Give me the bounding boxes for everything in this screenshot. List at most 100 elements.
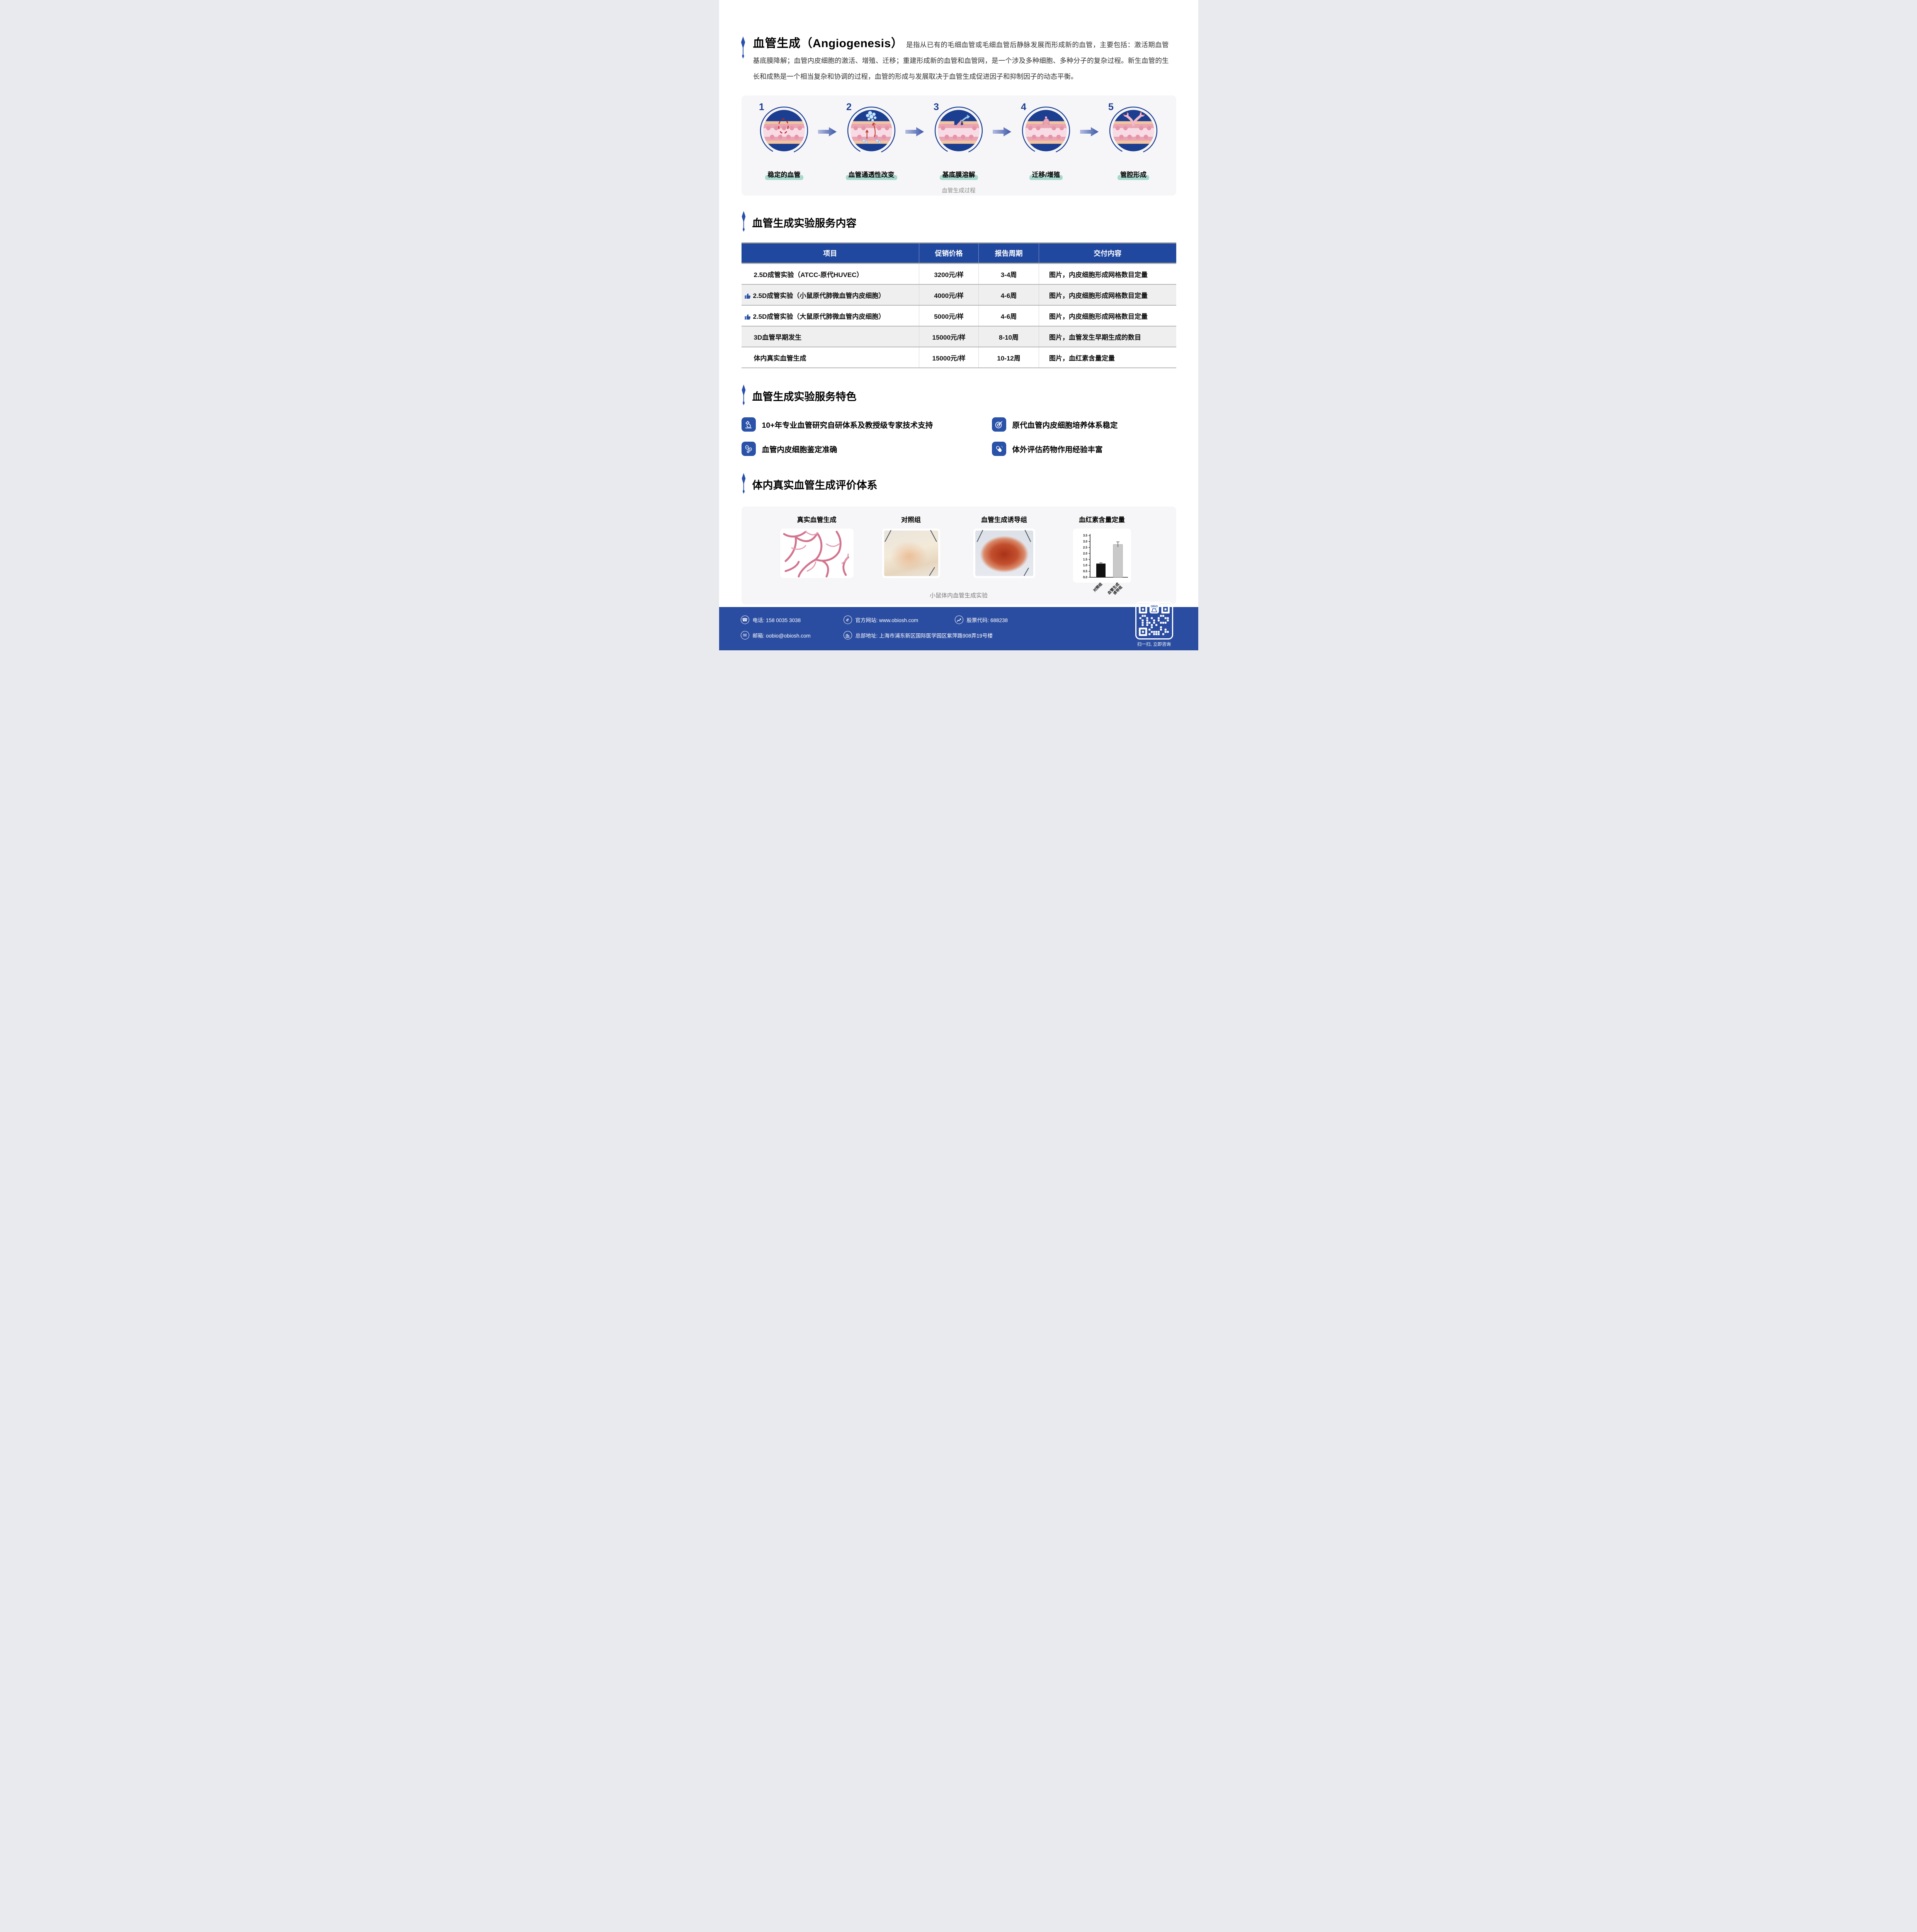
email-icon: ✉ — [740, 631, 749, 639]
step-number: 1 — [759, 102, 764, 112]
footer-website[interactable]: e 官方网站: www.obiosh.com — [843, 616, 919, 624]
table-row: 体内真实血管生成 15000元/样 10-12周 图片，血红素含量定量 — [741, 347, 1176, 368]
migration-proliferation-illustration — [1022, 106, 1070, 155]
cell-price: 15000元/样 — [919, 347, 979, 368]
svg-text:0.5: 0.5 — [1083, 570, 1087, 573]
step-label: 管腔形成 — [1118, 169, 1149, 180]
footer-email[interactable]: ✉ 邮箱: oobio@obiosh.com — [740, 631, 811, 639]
step-label: 基底膜溶解 — [939, 169, 978, 180]
process-caption: 血管生成过程 — [942, 188, 976, 194]
cell-project: 2.5D成管实验（大鼠原代肺微血管内皮细胞） — [741, 305, 919, 327]
address-label: 总部地址: 上海市浦东新区国际医学园区紫萍路908弄19号楼 — [855, 633, 993, 639]
table-row: 2.5D成管实验（小鼠原代肺微血管内皮细胞） 4000元/样 4-6周 图片，内… — [741, 284, 1176, 306]
svg-text:2.5: 2.5 — [1083, 546, 1087, 549]
svg-text:1.5: 1.5 — [1083, 558, 1087, 561]
svg-text:1.0: 1.0 — [1083, 564, 1087, 567]
induced-group-photo — [973, 529, 1035, 578]
process-steps-row: 1 稳定的血管 2 — [742, 102, 1176, 180]
right-arrow-icon — [1080, 127, 1099, 136]
cell-period: 8-10周 — [978, 326, 1039, 347]
figure-caption: 血红素含量定量 — [1079, 516, 1125, 524]
figure-hemoglobin-chart: 血红素含量定量 0.0 0.5 1.0 1.5 2.0 2.5 3.0 3.5 对照组 血管生成诱… — [1073, 514, 1131, 606]
step-label: 血管通透性改变 — [845, 169, 897, 180]
features-section-title: 血管生成实验服务特色 — [752, 391, 857, 403]
feature-item: 血管内皮细胞鉴定准确 — [741, 442, 992, 456]
process-step-1: 1 稳定的血管 — [759, 102, 809, 180]
svg-text:3.5: 3.5 — [1083, 534, 1087, 537]
col-header-deliverable: 交付内容 — [1039, 243, 1176, 264]
process-arrow — [1071, 126, 1108, 137]
table-row: 3D血管早期发生 15000元/样 8-10周 图片，血管发生早期生成的数目 — [741, 326, 1176, 347]
evaluation-panel: 真实血管生成 对照组 — [741, 507, 1176, 606]
feature-item: 10+年专业血管研究自研体系及教授级专家技术支持 — [741, 417, 992, 432]
step-number: 4 — [1021, 102, 1026, 112]
figure-induced-group: 血管生成诱导组 — [973, 514, 1035, 578]
feature-text: 体外评估药物作用经验丰富 — [1012, 446, 1103, 454]
browser-icon: e — [843, 616, 852, 624]
section-pin-icon — [741, 473, 747, 496]
cell-deliverable: 图片，血管发生早期生成的数目 — [1039, 326, 1176, 347]
evaluation-caption: 小鼠体内血管生成实验 — [929, 592, 988, 599]
services-table: 项目 促销价格 报告周期 交付内容 2.5D成管实验（ATCC-原代HUVEC）… — [741, 242, 1176, 368]
footer-address: 总部地址: 上海市浦东新区国际医学园区紫萍路908弄19号楼 — [843, 631, 993, 639]
cell-project: 体内真实血管生成 — [741, 347, 919, 368]
process-step-4: 4 迁移/增殖 — [1021, 102, 1071, 180]
intro-paragraph: 血管生成（Angiogenesis） 是指从已有的毛细血管或毛细血管后静脉发展而形… — [753, 36, 1169, 85]
cell-project: 2.5D成管实验（ATCC-原代HUVEC） — [741, 263, 919, 285]
stock-label: 股票代码: 688238 — [966, 617, 1008, 623]
phone-label: 电话: 158 0035 3038 — [752, 617, 801, 623]
cell-project: 3D血管早期发生 — [741, 326, 919, 347]
microscope-icon — [741, 417, 756, 432]
process-step-2: 2 血管通透性改变 — [845, 102, 897, 180]
svg-text:2.0: 2.0 — [1083, 552, 1087, 555]
footer-phone[interactable]: ☎ 电话: 158 0035 3038 — [740, 616, 801, 624]
cell-deliverable: 图片，内皮细胞形成网格数目定量 — [1039, 263, 1176, 285]
permeability-illustration — [847, 106, 896, 155]
features-grid: 10+年专业血管研究自研体系及教授级专家技术支持 血管内皮细胞鉴定准确 原代血管… — [741, 417, 1198, 456]
page-title: 血管生成（Angiogenesis） — [753, 37, 903, 50]
footer-stock-code: 股票代码: 688238 — [954, 616, 1008, 624]
cell-period: 10-12周 — [978, 347, 1039, 368]
svg-text:3.0: 3.0 — [1083, 540, 1087, 543]
features-section-head: 血管生成实验服务特色 — [741, 384, 1198, 407]
figure-caption: 对照组 — [901, 516, 921, 524]
col-header-period: 报告周期 — [978, 243, 1039, 264]
qr-code[interactable]: OBiO — [1135, 602, 1173, 639]
right-arrow-icon — [818, 127, 837, 136]
capsule-icon — [992, 442, 1006, 456]
process-step-3: 3 基底膜溶解 — [934, 102, 984, 180]
table-row: 2.5D成管实验（ATCC-原代HUVEC） 3200元/样 3-4周 图片，内… — [741, 263, 1176, 285]
process-step-5: 5 — [1108, 102, 1158, 180]
cell-price: 4000元/样 — [919, 284, 979, 306]
stock-chart-icon — [954, 616, 963, 624]
qr-caption: 扫一扫, 立即咨询 — [1137, 642, 1171, 647]
section-pin-icon — [741, 384, 747, 407]
step-label: 稳定的血管 — [765, 169, 803, 180]
cell-deliverable: 图片，血红素含量定量 — [1039, 347, 1176, 368]
membrane-dissolution-illustration — [934, 106, 983, 155]
cell-deliverable: 图片，内皮细胞形成网格数目定量 — [1039, 305, 1176, 327]
cell-project: 2.5D成管实验（小鼠原代肺微血管内皮细胞） — [741, 284, 919, 306]
table-row: 2.5D成管实验（大鼠原代肺微血管内皮细胞） 5000元/样 4-6周 图片，内… — [741, 305, 1176, 327]
lumen-formation-illustration — [1109, 106, 1158, 155]
evaluation-figures: 真实血管生成 对照组 — [742, 514, 1176, 606]
services-section-title: 血管生成实验服务内容 — [752, 218, 857, 229]
table-header-row: 项目 促销价格 报告周期 交付内容 — [741, 243, 1176, 264]
right-arrow-icon — [993, 127, 1011, 136]
cell-period: 4-6周 — [978, 284, 1039, 306]
step-number: 2 — [846, 102, 852, 112]
step-number: 3 — [934, 102, 939, 112]
website-label: 官方网站: www.obiosh.com — [855, 617, 919, 623]
thumbs-up-icon — [744, 313, 752, 320]
figure-caption: 血管生成诱导组 — [981, 516, 1027, 524]
building-icon — [843, 631, 852, 639]
figure-caption: 真实血管生成 — [797, 516, 837, 524]
thumbs-up-icon — [744, 292, 752, 299]
process-arrow — [809, 126, 846, 137]
svg-text:OBiO: OBiO — [1150, 605, 1158, 608]
col-header-project: 项目 — [741, 243, 919, 264]
services-section-head: 血管生成实验服务内容 — [741, 211, 1198, 234]
evaluation-section-head: 体内真实血管生成评价体系 — [741, 473, 1198, 496]
vessel-drawing-image — [780, 529, 854, 578]
cell-period: 3-4周 — [978, 263, 1039, 285]
